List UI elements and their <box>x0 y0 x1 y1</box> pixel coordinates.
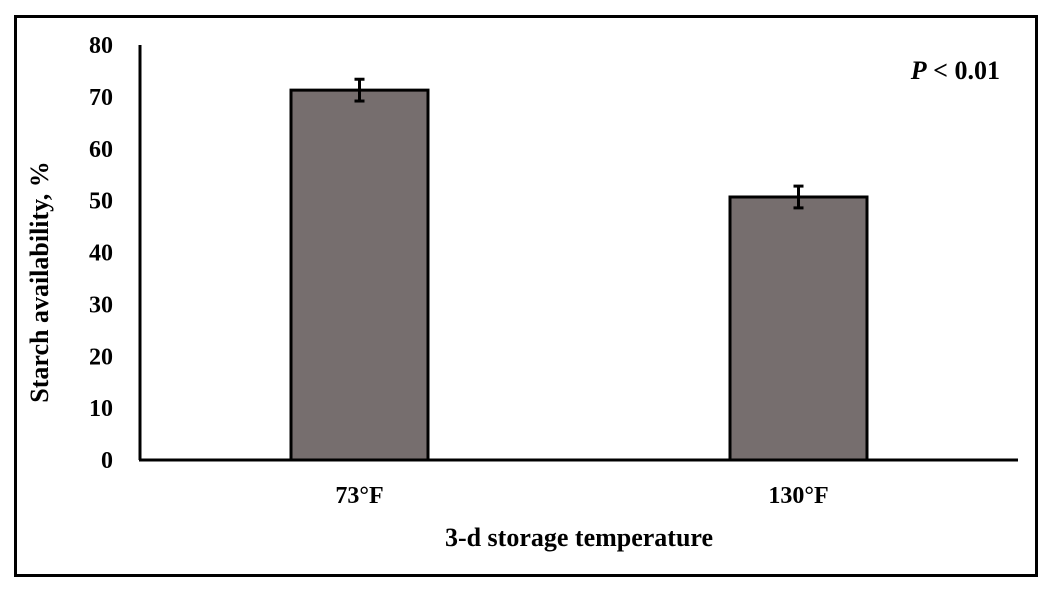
x-tick-label: 130°F <box>768 483 828 509</box>
p-value-text: < 0.01 <box>927 56 1000 85</box>
p-value-symbol: P <box>910 56 928 85</box>
bar-1 <box>289 88 430 462</box>
y-tick-label: 70 <box>89 85 113 111</box>
p-value-annotation: P < 0.01 <box>910 56 1000 85</box>
y-tick-label: 40 <box>89 241 113 267</box>
y-tick-label: 60 <box>89 137 113 163</box>
y-tick-label: 50 <box>89 189 113 215</box>
y-tick-labels: 0 10 20 30 40 50 60 70 80 <box>89 33 113 474</box>
y-axis-title: Starch availability, % <box>25 161 54 403</box>
x-axis-title: 3-d storage temperature <box>445 523 713 552</box>
bar-2 <box>728 195 869 462</box>
y-tick-label: 10 <box>89 396 113 422</box>
y-tick-label: 0 <box>101 448 113 474</box>
y-tick-label: 30 <box>89 292 113 318</box>
error-bar-1 <box>354 77 365 103</box>
y-tick-label: 20 <box>89 344 113 370</box>
x-tick-label: 73°F <box>335 483 383 509</box>
x-tick-labels: 73°F 130°F <box>335 483 828 509</box>
y-tick-label: 80 <box>89 33 113 59</box>
bars-layer <box>289 88 869 462</box>
error-bar-2 <box>793 184 804 210</box>
error-bars-layer <box>354 77 804 210</box>
